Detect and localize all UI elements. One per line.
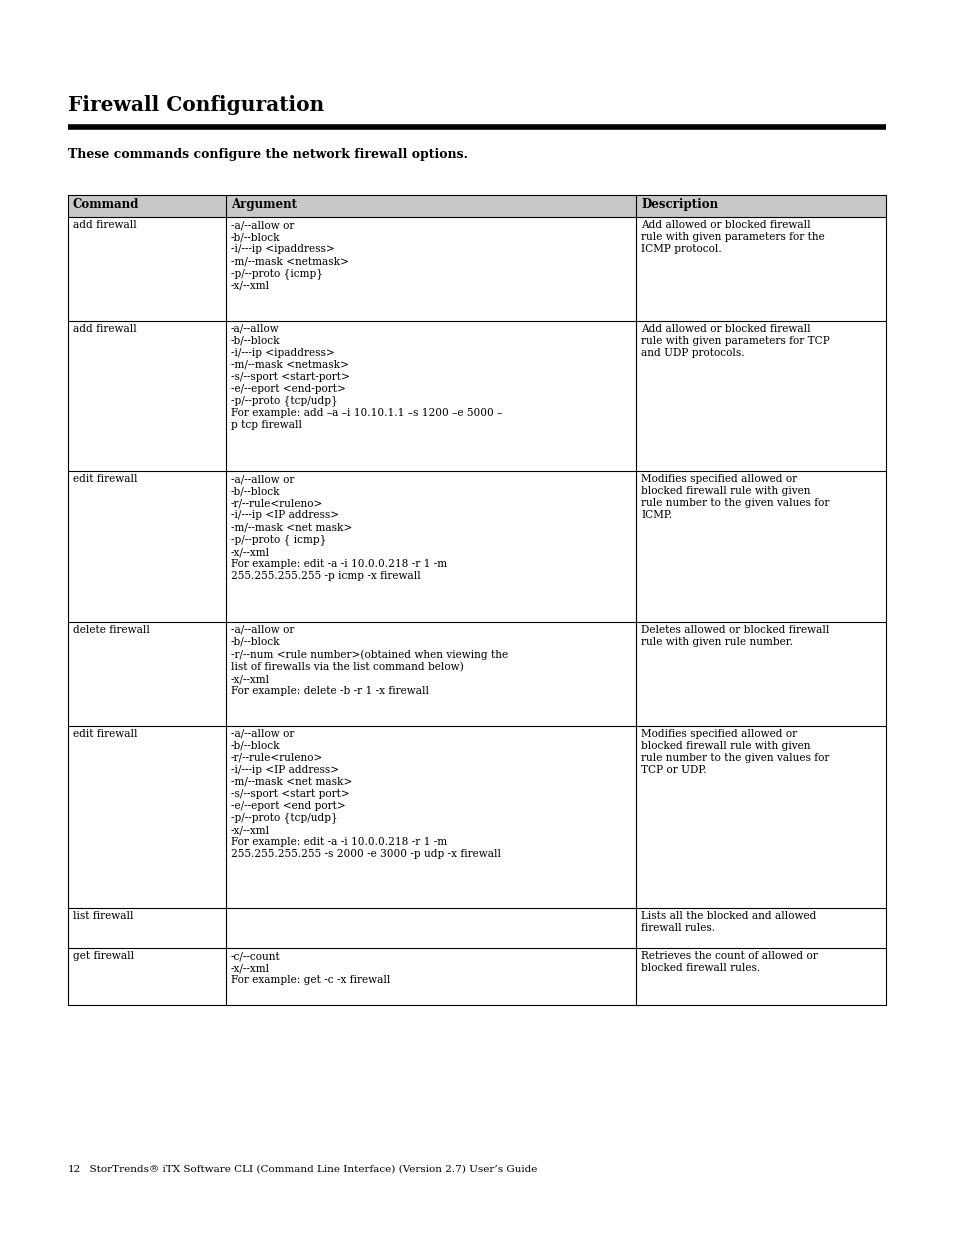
Text: Firewall Configuration: Firewall Configuration [68, 95, 324, 115]
Text: list firewall: list firewall [73, 910, 133, 920]
Text: -a/--allow or
-b/--block
-r/--rule<ruleno>
-i/---ip <IP address>
-m/--mask <net : -a/--allow or -b/--block -r/--rule<rulen… [231, 729, 500, 860]
Text: Command: Command [73, 198, 139, 211]
Text: Add allowed or blocked firewall
rule with given parameters for TCP
and UDP proto: Add allowed or blocked firewall rule wit… [640, 324, 829, 358]
Text: -a/--allow or
-b/--block
-r/--rule<ruleno>
-i/---ip <IP address>
-m/--mask <net : -a/--allow or -b/--block -r/--rule<rulen… [231, 474, 447, 580]
Text: Deletes allowed or blocked firewall
rule with given rule number.: Deletes allowed or blocked firewall rule… [640, 625, 828, 647]
Text: -a/--allow or
-b/--block
-i/---ip <ipaddress>
-m/--mask <netmask>
-p/--proto {ic: -a/--allow or -b/--block -i/---ip <ipadd… [231, 220, 349, 290]
Text: Modifies specified allowed or
blocked firewall rule with given
rule number to th: Modifies specified allowed or blocked fi… [640, 474, 828, 520]
Text: These commands configure the network firewall options.: These commands configure the network fir… [68, 148, 468, 161]
Text: StorTrends® iTX Software CLI (Command Line Interface) (Version 2.7) User’s Guide: StorTrends® iTX Software CLI (Command Li… [83, 1165, 537, 1174]
Text: get firewall: get firewall [73, 951, 134, 961]
Bar [68, 195, 885, 217]
Text: Description: Description [640, 198, 718, 211]
Text: Modifies specified allowed or
blocked firewall rule with given
rule number to th: Modifies specified allowed or blocked fi… [640, 729, 828, 774]
Text: -a/--allow
-b/--block
-i/---ip <ipaddress>
-m/--mask <netmask>
-s/--sport <start: -a/--allow -b/--block -i/---ip <ipaddres… [231, 324, 502, 430]
Text: Add allowed or blocked firewall
rule with given parameters for the
ICMP protocol: Add allowed or blocked firewall rule wit… [640, 220, 824, 254]
Text: add firewall: add firewall [73, 220, 136, 230]
Text: Argument: Argument [231, 198, 296, 211]
Text: add firewall: add firewall [73, 324, 136, 333]
Text: -a/--allow or
-b/--block
-r/--num <rule number>(obtained when viewing the
list o: -a/--allow or -b/--block -r/--num <rule … [231, 625, 508, 697]
Text: -c/--count
-x/--xml
For example: get -c -x firewall: -c/--count -x/--xml For example: get -c … [231, 951, 390, 986]
Bar [68, 195, 885, 1005]
Text: edit firewall: edit firewall [73, 474, 137, 484]
Text: edit firewall: edit firewall [73, 729, 137, 739]
Text: Lists all the blocked and allowed
firewall rules.: Lists all the blocked and allowed firewa… [640, 910, 816, 932]
Text: 12: 12 [68, 1165, 81, 1174]
Text: delete firewall: delete firewall [73, 625, 150, 635]
Text: Retrieves the count of allowed or
blocked firewall rules.: Retrieves the count of allowed or blocke… [640, 951, 817, 973]
